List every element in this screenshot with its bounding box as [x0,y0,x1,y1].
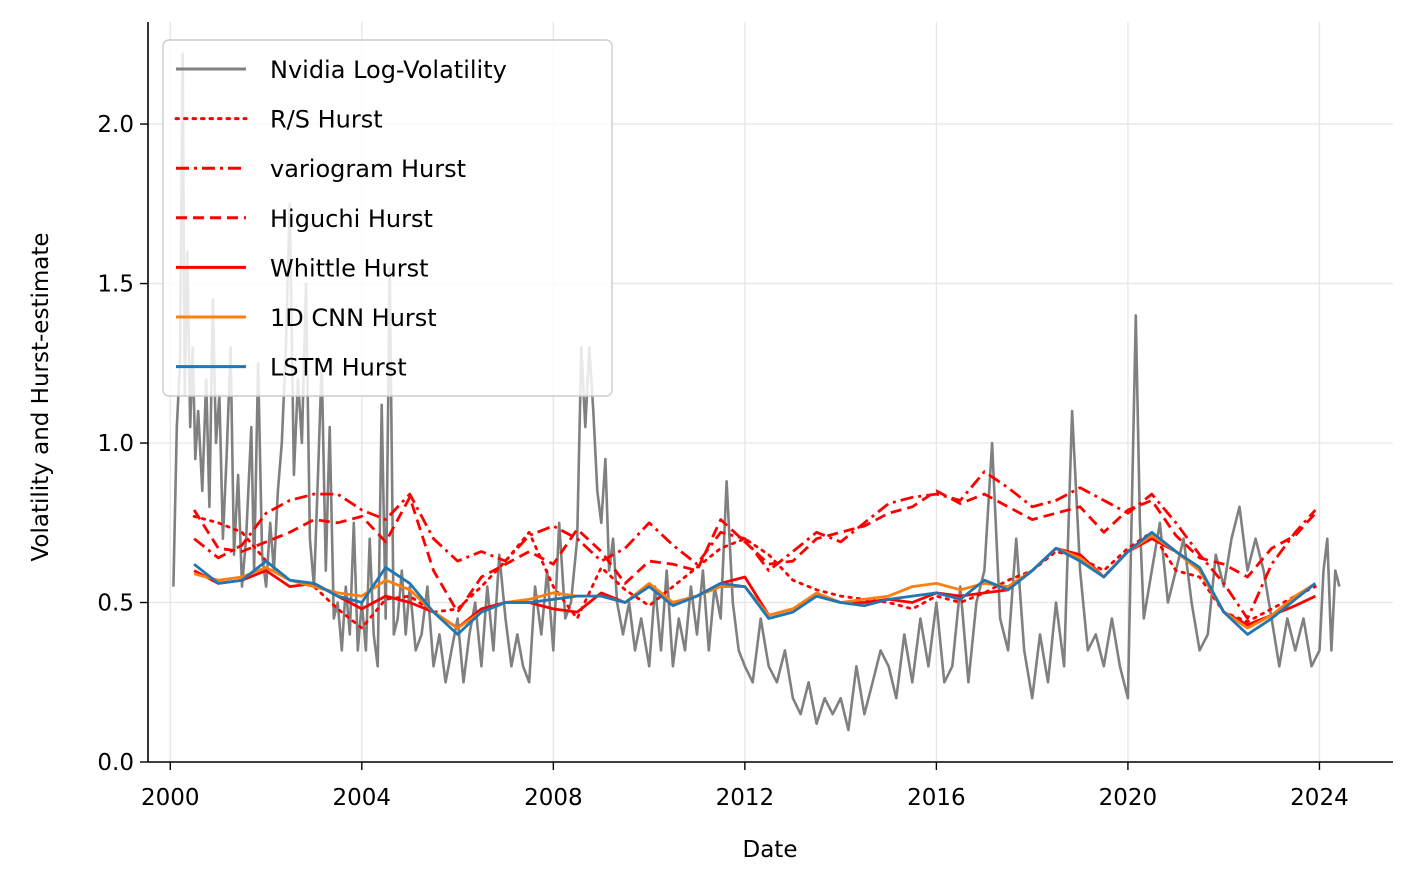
x-tick-label: 2004 [333,785,392,811]
y-tick-label: 2.0 [97,112,134,138]
legend: Nvidia Log-Volatility R/S Hurst variogram … [162,39,613,397]
x-tick-label: 2008 [524,785,583,811]
x-tick-label: 2012 [716,785,775,811]
series-layer [172,52,1341,732]
y-axis-title: Volatility and Hurst-estimate [28,232,54,561]
legend-label-4: Whittle Hurst [270,254,429,282]
legend-label-1: R/S Hurst [270,106,383,134]
y-tick-label: 1.5 [97,272,134,298]
x-tick-label: 2016 [907,785,966,811]
x-tick-label: 2024 [1290,785,1349,811]
y-tick-label: 0.0 [97,750,134,776]
legend-label-0: Nvidia Log-Volatility [270,56,507,84]
legend-frame [162,39,613,397]
legend-label-5: 1D CNN Hurst [270,304,437,332]
ticks: 2000 2004 2008 2012 2016 2020 2024 0.0 0.5 1.0 1.5… [97,112,1348,811]
x-tick-label: 2000 [141,785,200,811]
legend-label-6: LSTM Hurst [270,354,407,382]
legend-label-3: Higuchi Hurst [270,205,433,233]
series-line-1 [192,515,1317,630]
x-axis-title: Date [743,837,798,863]
y-tick-label: 0.5 [97,591,134,617]
x-tick-label: 2020 [1099,785,1158,811]
series-line-6 [193,530,1317,636]
axes [147,22,1393,763]
legend-label-2: variogram Hurst [270,155,466,183]
y-tick-label: 1.0 [97,431,134,457]
series-line-3 [192,489,1317,614]
